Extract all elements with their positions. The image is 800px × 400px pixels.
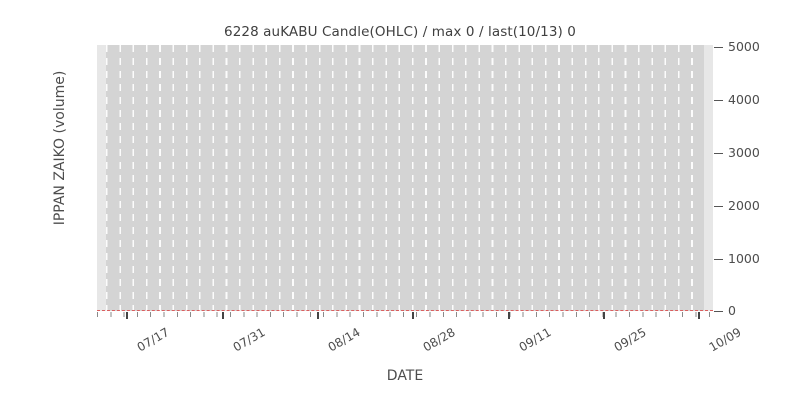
x-axis-label: DATE	[386, 368, 424, 384]
plot-right-margin-band	[704, 45, 713, 311]
x-tick-label: 08/14	[325, 325, 363, 355]
x-tick-label: 07/17	[134, 325, 172, 355]
y-tick-3000: 3000	[714, 146, 760, 160]
y-tick-2000: 2000	[714, 199, 760, 213]
y-axis-label: IPPAN ZAIKO (volume)	[52, 70, 68, 226]
chart-title: 6228 auKABU Candle(OHLC) / max 0 / last(…	[224, 24, 576, 40]
plot-gridlines	[106, 45, 704, 311]
x-tick-label: 07/31	[230, 325, 268, 355]
y-tick-label: 4000	[728, 92, 760, 107]
y-tick-label: 5000	[728, 39, 760, 54]
y-tick-0: 0	[714, 304, 736, 318]
y-tick-5000: 5000	[714, 40, 760, 54]
plot-area[interactable]	[97, 45, 713, 311]
y-tick-mark-icon	[714, 47, 723, 48]
y-tick-mark-icon	[714, 206, 723, 207]
x-tick-label: 08/28	[420, 325, 458, 355]
x-tick-mark-icon	[126, 312, 128, 319]
x-tick-mark-icon	[508, 312, 510, 319]
x-tick-mark-icon	[698, 312, 700, 319]
y-tick-1000: 1000	[714, 252, 760, 266]
y-tick-mark-icon	[714, 311, 723, 312]
x-tick-mark-icon	[412, 312, 414, 319]
y-tick-mark-icon	[714, 259, 723, 260]
x-tick-label: 09/25	[611, 325, 649, 355]
x-tick-mark-icon	[317, 312, 319, 319]
y-tick-4000: 4000	[714, 93, 760, 107]
x-tick-mark-icon	[222, 312, 224, 319]
y-tick-label: 1000	[728, 251, 760, 266]
y-tick-mark-icon	[714, 153, 723, 154]
x-tick-mark-icon	[603, 312, 605, 319]
y-tick-label: 0	[728, 303, 736, 318]
x-axis-minor-ticks	[97, 312, 713, 317]
x-tick-label: 10/09	[706, 325, 744, 355]
series-line-ippan-zaiko	[97, 310, 713, 311]
y-tick-mark-icon	[714, 100, 723, 101]
x-tick-label: 09/11	[516, 325, 554, 355]
y-tick-label: 3000	[728, 145, 760, 160]
plot-left-margin-band	[97, 45, 106, 311]
y-tick-label: 2000	[728, 198, 760, 213]
